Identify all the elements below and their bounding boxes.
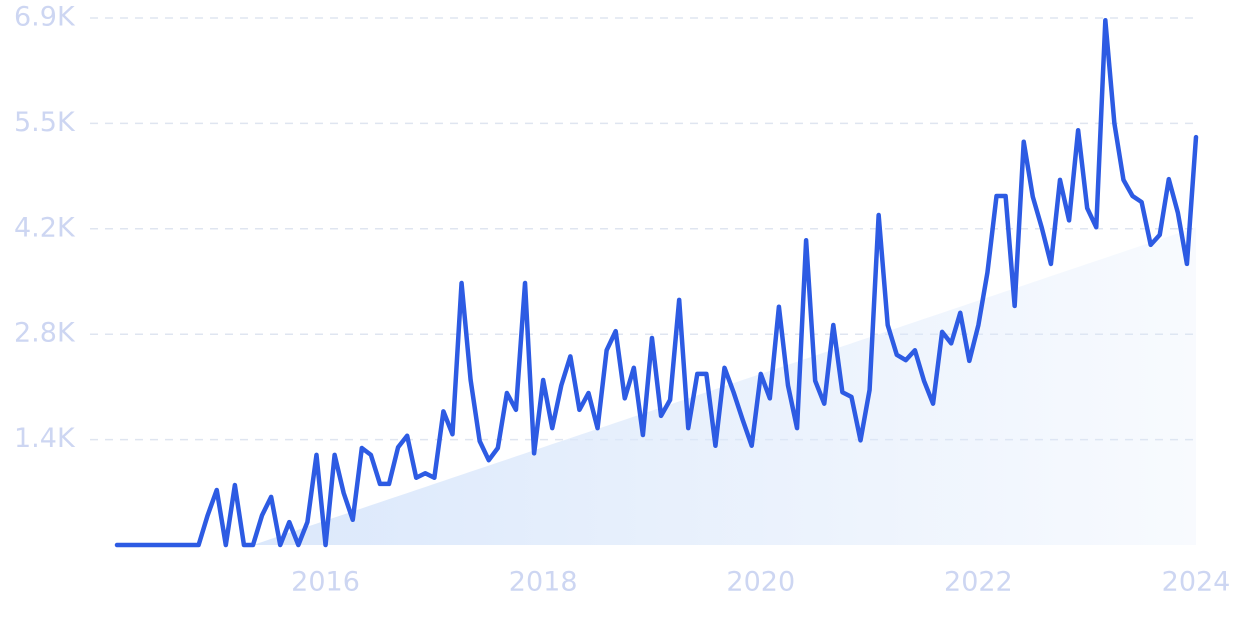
y-tick-label: 4.2K [14,212,76,243]
x-tick-label: 2020 [726,567,795,598]
y-tick-label: 6.9K [14,2,76,33]
y-tick-label: 1.4K [14,423,76,454]
x-tick-label: 2022 [944,567,1013,598]
x-tick-label: 2018 [509,567,578,598]
line [114,18,1199,548]
y-tick-label: 2.8K [14,318,76,349]
y-tick-label: 5.5K [14,107,76,138]
x-tick-label: 2016 [291,567,360,598]
x-tick-label: 2024 [1162,567,1231,598]
